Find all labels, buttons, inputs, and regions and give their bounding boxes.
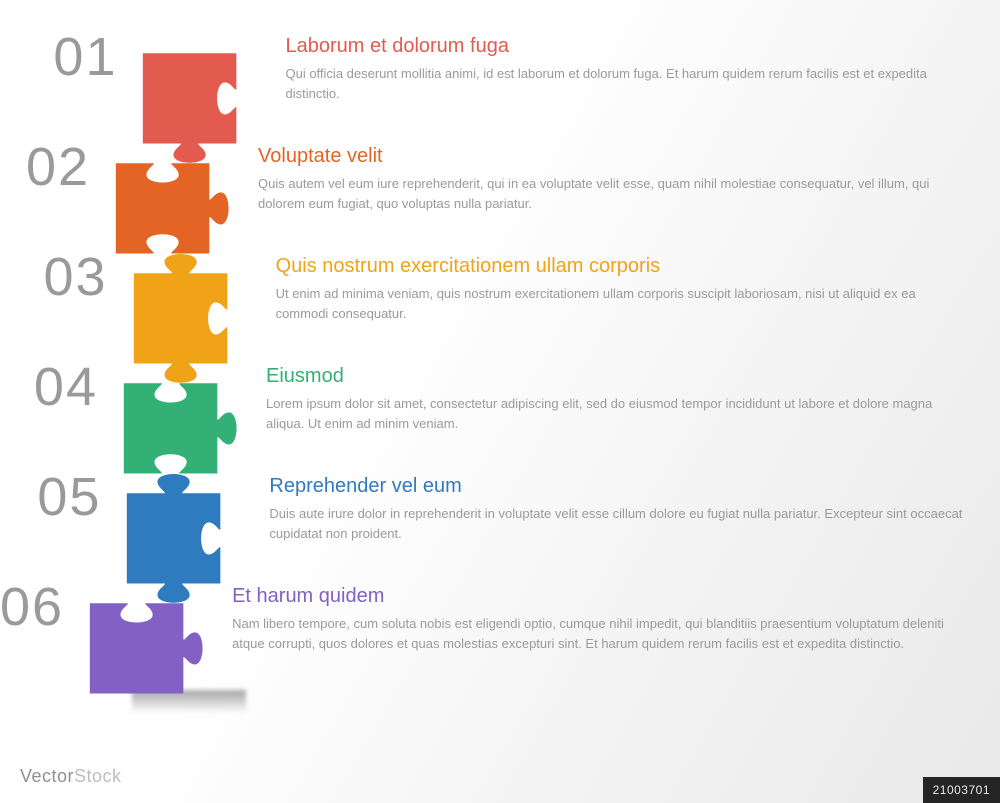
step-body: Ut enim ad minima veniam, quis nostrum e… (276, 284, 970, 323)
step-number: 02 (0, 140, 102, 194)
step-text: Et harum quidem Nam libero tempore, cum s… (214, 580, 970, 653)
step-title: Et harum quidem (232, 584, 970, 608)
step-number: 04 (0, 360, 110, 414)
step-row-1: 01 Laborum et dolorum fuga Qui officia des… (0, 30, 970, 140)
watermark: VectorStock (20, 766, 122, 787)
step-text: Eiusmod Lorem ipsum dolor sit amet, conse… (248, 360, 970, 433)
step-body: Duis aute irure dolor in reprehenderit i… (269, 504, 970, 543)
step-number: 05 (0, 470, 113, 524)
step-number: 06 (0, 580, 76, 634)
step-text: Laborum et dolorum fuga Qui officia deser… (267, 30, 970, 103)
puzzle-piece (129, 30, 267, 140)
step-text: Reprehender vel eum Duis aute irure dolor… (251, 470, 970, 543)
step-body: Nam libero tempore, cum soluta nobis est… (232, 614, 970, 653)
step-title: Voluptate velit (258, 144, 970, 168)
step-title: Quis nostrum exercitationem ullam corpor… (276, 254, 970, 278)
step-text: Voluptate velit Quis autem vel eum iure r… (240, 140, 970, 213)
step-number: 01 (0, 30, 129, 84)
watermark-part-b: Stock (74, 766, 122, 786)
step-title: Reprehender vel eum (269, 474, 970, 498)
step-body: Qui officia deserunt mollitia animi, id … (285, 64, 970, 103)
watermark-part-a: Vector (20, 766, 74, 786)
step-body: Quis autem vel eum iure reprehenderit, q… (258, 174, 970, 213)
step-title: Laborum et dolorum fuga (285, 34, 970, 58)
image-id-badge: 21003701 (923, 777, 1000, 803)
step-text: Quis nostrum exercitationem ullam corpor… (258, 250, 970, 323)
step-body: Lorem ipsum dolor sit amet, consectetur … (266, 394, 970, 433)
step-title: Eiusmod (266, 364, 970, 388)
